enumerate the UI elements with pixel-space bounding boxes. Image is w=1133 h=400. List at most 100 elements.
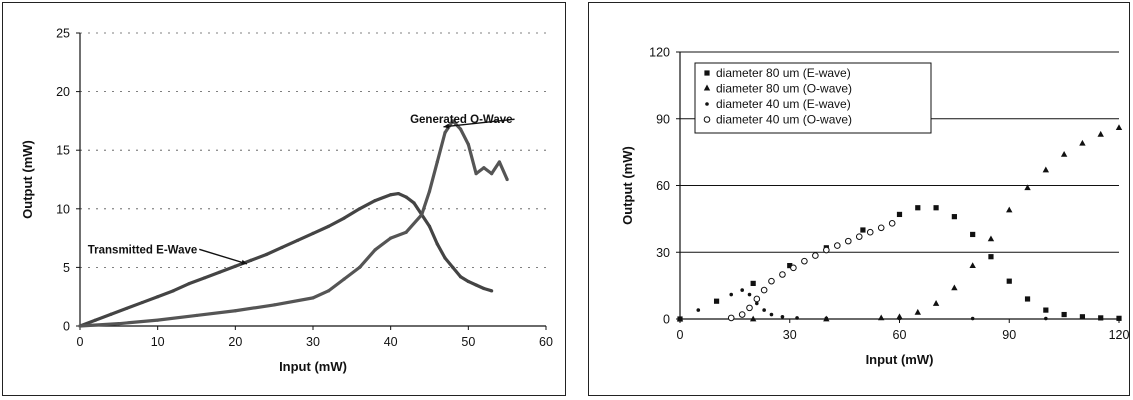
data-point-s0-13 <box>1024 296 1031 302</box>
data-point-s1-0 <box>78 324 82 328</box>
data-point-s1-4 <box>233 309 237 313</box>
legend-label-3: diameter 40 um (O-wave) <box>716 113 852 127</box>
data-point-s2-14 <box>1044 316 1048 321</box>
x-tick-label-0: 0 <box>677 328 684 342</box>
data-point-s0-17 <box>1098 315 1104 321</box>
data-point-s0-28 <box>451 265 455 269</box>
y-tick-label-2: 10 <box>56 202 70 216</box>
data-point-s3-12 <box>844 237 852 245</box>
data-point-s3-13 <box>855 233 863 240</box>
x-tick-label-0: 0 <box>77 335 84 349</box>
data-point-s1-1 <box>749 315 757 322</box>
data-point-s0-26 <box>435 242 439 246</box>
data-point-s0-1 <box>93 318 98 322</box>
data-point-s0-31 <box>474 283 478 287</box>
data-point-s2-9 <box>780 314 785 319</box>
data-point-s2-1 <box>696 308 701 312</box>
data-point-s3-15 <box>877 224 885 232</box>
data-point-s1-9 <box>358 265 362 269</box>
x-tick-label-1: 10 <box>151 335 165 349</box>
legend-marker-3 <box>703 116 711 123</box>
data-point-s1-10 <box>1006 206 1013 213</box>
chart-left-panel: 0 10 20 30 40 50 60 0 5 10 15 20 25 Input (mW) Output … <box>2 2 566 396</box>
data-point-s0-27 <box>443 256 447 260</box>
data-point-s1-5 <box>272 303 276 307</box>
data-point-s3-2 <box>746 304 753 312</box>
data-point-s1-14 <box>427 189 432 193</box>
data-point-s0-14 <box>1043 307 1049 313</box>
y-tick-label-1: 5 <box>63 261 70 275</box>
data-point-s1-3 <box>194 313 199 318</box>
x-tick-label-1: 30 <box>783 328 797 342</box>
data-point-s0-3 <box>125 306 129 311</box>
data-point-s2-0 <box>678 317 682 321</box>
y-tick-label-3: 90 <box>656 112 670 126</box>
data-point-s0-16 <box>326 224 331 228</box>
x-axis-title: Input (mW) <box>866 352 934 367</box>
data-point-s1-11 <box>389 236 393 240</box>
y-tick-label-5: 25 <box>56 27 70 41</box>
data-point-s0-2 <box>109 312 113 316</box>
data-point-s2-5 <box>747 292 752 297</box>
data-point-s3-8 <box>801 257 808 265</box>
chart-right-panel: 0 30 60 90 120 0 30 60 90 120 Input (mW) Output (mW… <box>588 2 1130 396</box>
data-point-s3-3 <box>753 295 761 303</box>
data-point-s0-29 <box>458 275 463 279</box>
data-point-s0-8 <box>933 205 939 211</box>
x-tick-label-4: 40 <box>384 335 398 349</box>
data-point-s0-6 <box>171 289 175 293</box>
data-point-s2-12 <box>897 316 902 321</box>
x-tick-label-3: 30 <box>306 335 320 349</box>
data-point-s2-3 <box>729 292 734 297</box>
data-point-s1-13 <box>420 213 424 217</box>
data-point-s3-4 <box>760 286 768 294</box>
data-point-s0-22 <box>404 195 408 199</box>
y-tick-label-4: 20 <box>56 85 70 99</box>
series-line-1 <box>79 119 509 328</box>
x-tick-label-2: 60 <box>893 328 907 342</box>
data-point-s0-20 <box>389 193 393 197</box>
data-point-s3-6 <box>779 271 786 278</box>
data-point-s1-4 <box>896 313 903 320</box>
data-point-s0-2 <box>750 280 756 286</box>
data-point-s1-9 <box>987 235 995 242</box>
data-point-s1-1 <box>117 322 121 326</box>
x-tick-label-2: 20 <box>228 335 242 349</box>
data-point-s0-7 <box>915 205 921 211</box>
data-point-s0-15 <box>311 231 315 236</box>
x-tick-label-4: 120 <box>1109 328 1130 342</box>
data-point-s1-16 <box>1115 124 1123 131</box>
data-point-s0-3 <box>787 263 793 269</box>
data-point-s3-11 <box>834 242 841 249</box>
data-point-s2-10 <box>795 316 799 320</box>
y-tick-label-4: 120 <box>649 46 670 60</box>
data-point-s0-12 <box>264 252 268 257</box>
data-point-s1-8 <box>342 277 346 281</box>
data-point-s0-30 <box>466 279 470 284</box>
y-axis-title: Output (mW) <box>20 140 35 219</box>
data-point-s3-0 <box>727 314 735 322</box>
data-point-s0-6 <box>896 211 903 218</box>
data-point-s0-15 <box>1061 311 1067 318</box>
data-point-s1-8 <box>969 262 976 268</box>
y-tick-label-0: 0 <box>663 313 670 327</box>
data-point-s1-14 <box>1079 139 1086 146</box>
legend-box <box>694 62 932 134</box>
data-point-s0-19 <box>373 198 377 203</box>
data-point-s0-4 <box>140 300 144 305</box>
data-point-s0-11 <box>249 258 253 262</box>
annotation-1: Transmitted E-Wave <box>88 244 197 256</box>
data-point-s1-12 <box>1042 166 1050 173</box>
data-point-s0-8 <box>202 276 206 280</box>
y-tick-label-2: 60 <box>656 179 670 193</box>
annotation-arrowhead-1 <box>241 259 247 265</box>
data-point-s1-19 <box>466 142 470 146</box>
data-point-s0-13 <box>280 245 284 250</box>
x-tick-label-3: 90 <box>1002 328 1016 342</box>
legend-label-0: diameter 80 um (E-wave) <box>716 66 851 80</box>
data-point-s2-2 <box>714 299 719 304</box>
data-point-s0-21 <box>396 191 401 196</box>
data-point-s2-7 <box>762 308 766 312</box>
data-point-s1-16 <box>443 131 447 135</box>
data-point-s1-6 <box>311 296 315 300</box>
